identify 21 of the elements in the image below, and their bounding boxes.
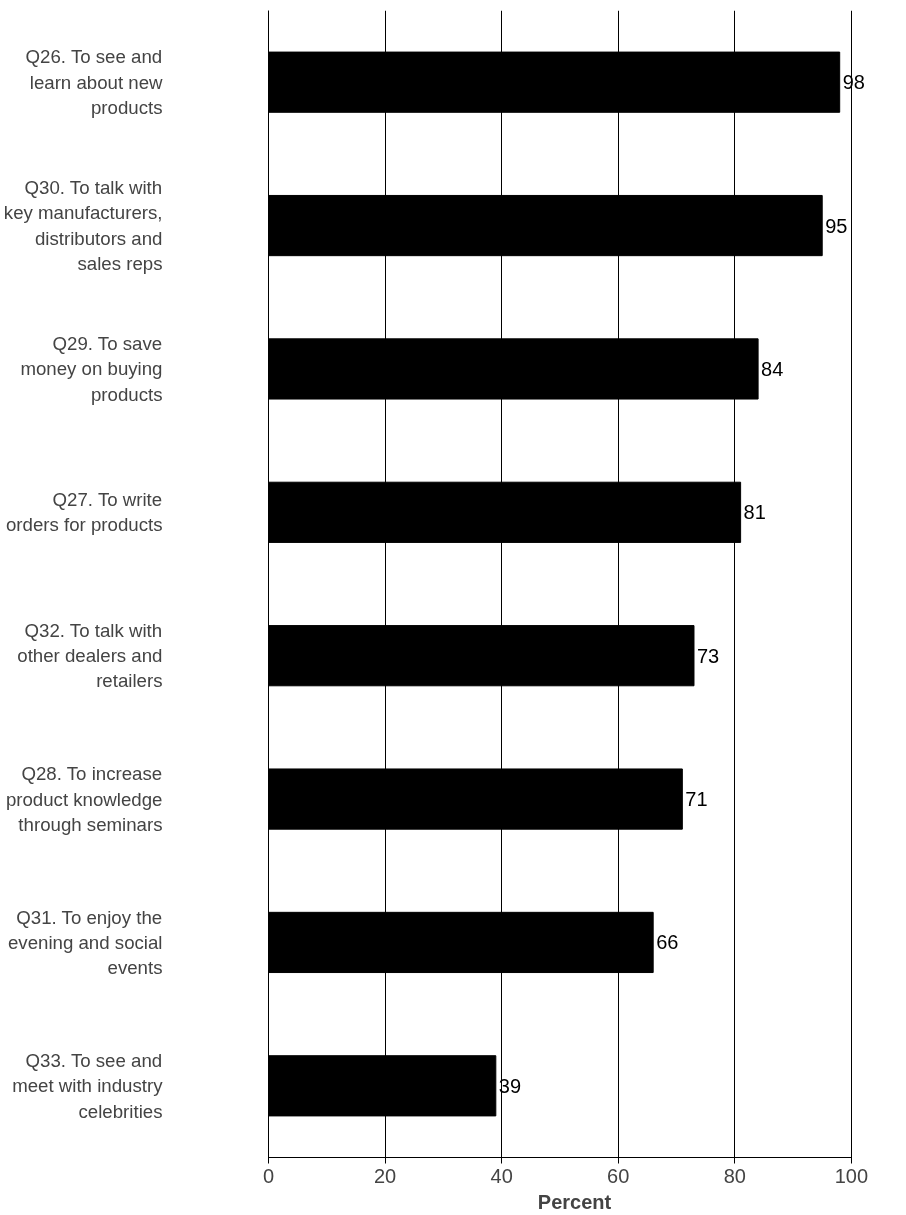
y-tick-label: Q32. To talk with other dealers and retailers bbox=[17, 619, 163, 692]
x-tick-label: 0 bbox=[262, 1164, 275, 1187]
data-label: 84 bbox=[761, 357, 784, 380]
x-tick-label: 20 bbox=[373, 1164, 397, 1187]
data-label: 66 bbox=[656, 931, 679, 954]
y-tick-label: Q33. To see and meet with industry celebrities bbox=[12, 1050, 164, 1122]
x-tick-label: 100 bbox=[834, 1164, 869, 1187]
y-tick-label: Q29. To save money on buying products bbox=[20, 333, 163, 405]
data-label: 95 bbox=[825, 214, 848, 237]
data-label: 71 bbox=[685, 788, 708, 811]
y-tick-label: Q26. To see and learn about new products bbox=[25, 46, 164, 118]
x-tick-label: 40 bbox=[490, 1164, 513, 1187]
data-label: 81 bbox=[743, 501, 766, 524]
y-tick-label: Q31. To enjoy the evening and social events bbox=[7, 906, 163, 979]
y-tick-label: Q27. To write orders for products bbox=[5, 489, 163, 536]
y-tick-label: Q28. To increase product knowledge through seminars bbox=[5, 763, 163, 835]
data-label: 73 bbox=[696, 644, 720, 667]
y-tick-label: Q30. To talk with key manufacturers, distributors and sales reps bbox=[3, 177, 163, 274]
x-tick-label: 80 bbox=[723, 1164, 746, 1187]
x-tick-label: 60 bbox=[607, 1164, 630, 1187]
x-axis-title: Percent bbox=[537, 1190, 612, 1213]
